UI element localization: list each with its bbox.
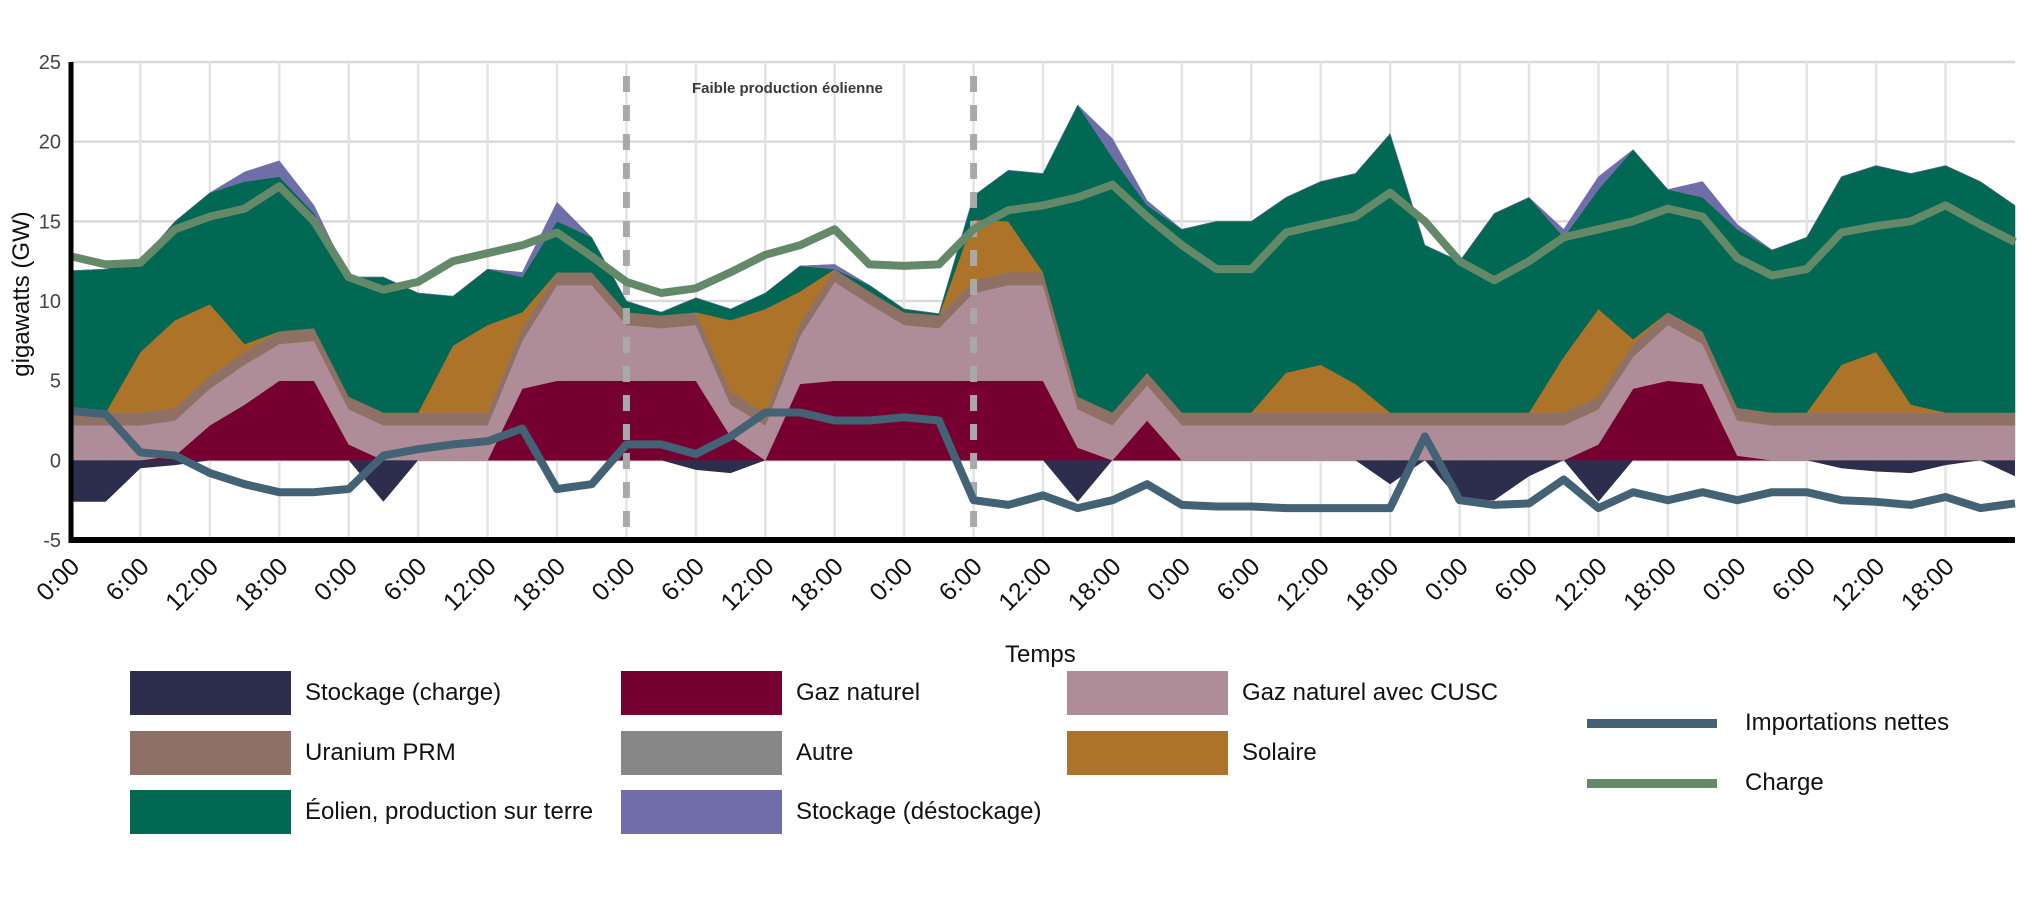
line-importations-nettes <box>70 406 2016 513</box>
y-tick-label: 25 <box>39 52 61 74</box>
axes <box>68 62 2015 543</box>
x-axis-title: Temps <box>1005 641 1076 668</box>
y-tick-label: 0 <box>50 450 61 472</box>
x-tick-label: 12:00 <box>160 552 224 616</box>
annotation-label: Faible production éolienne <box>692 80 883 97</box>
x-tick-label: 0:00 <box>309 552 363 606</box>
x-tick-labels: 0:00 6:00 12:00 18:00 0:00 6:00 12:00 18:00 0:00… <box>31 552 1960 616</box>
x-tick-label: 12:00 <box>1549 552 1613 616</box>
x-tick-label: 18:00 <box>1340 552 1404 616</box>
x-tick-label: 18:00 <box>229 552 293 616</box>
x-tick-label: 18:00 <box>1063 552 1127 616</box>
x-tick-label: 6:00 <box>934 552 988 606</box>
x-tick-label: 6:00 <box>1211 552 1265 606</box>
x-tick-label: 12:00 <box>993 552 1057 616</box>
y-tick-label: 10 <box>39 291 61 313</box>
x-tick-label: 6:00 <box>100 552 154 606</box>
area-stockage-d-stockage- <box>70 104 2016 314</box>
x-tick-label: 0:00 <box>586 552 640 606</box>
x-tick-label: 18:00 <box>1896 552 1960 616</box>
x-tick-label: 18:00 <box>507 552 571 616</box>
x-tick-label: 0:00 <box>1697 552 1751 606</box>
x-tick-label: 0:00 <box>31 552 85 606</box>
annotation-lines <box>622 76 978 540</box>
line-series <box>70 180 2017 513</box>
x-tick-label: 12:00 <box>715 552 779 616</box>
x-tick-label: 12:00 <box>1271 552 1335 616</box>
x-tick-label: 18:00 <box>1618 552 1682 616</box>
y-tick-label: 15 <box>39 211 61 233</box>
y-tick-label: -5 <box>43 530 61 552</box>
x-tick-label: 6:00 <box>1489 552 1543 606</box>
x-tick-label: 18:00 <box>785 552 849 616</box>
y-tick-labels: -5 0 5 10 15 20 25 <box>39 52 61 552</box>
area-stockage-charge <box>71 460 2015 502</box>
stacked-areas <box>70 104 2016 461</box>
x-tick-label: 0:00 <box>1142 552 1196 606</box>
y-axis-title: gigawatts (GW) <box>8 211 35 377</box>
y-tick-label: 5 <box>50 371 61 393</box>
x-tick-label: 6:00 <box>1767 552 1821 606</box>
x-tick-label: 0:00 <box>864 552 918 606</box>
line-charge <box>70 180 2017 297</box>
x-tick-label: 6:00 <box>378 552 432 606</box>
storage-charge-area <box>71 460 2015 502</box>
x-tick-label: 6:00 <box>656 552 710 606</box>
x-tick-label: 0:00 <box>1420 552 1474 606</box>
y-tick-label: 20 <box>39 132 61 154</box>
x-tick-label: 12:00 <box>1826 552 1890 616</box>
x-tick-label: 12:00 <box>438 552 502 616</box>
